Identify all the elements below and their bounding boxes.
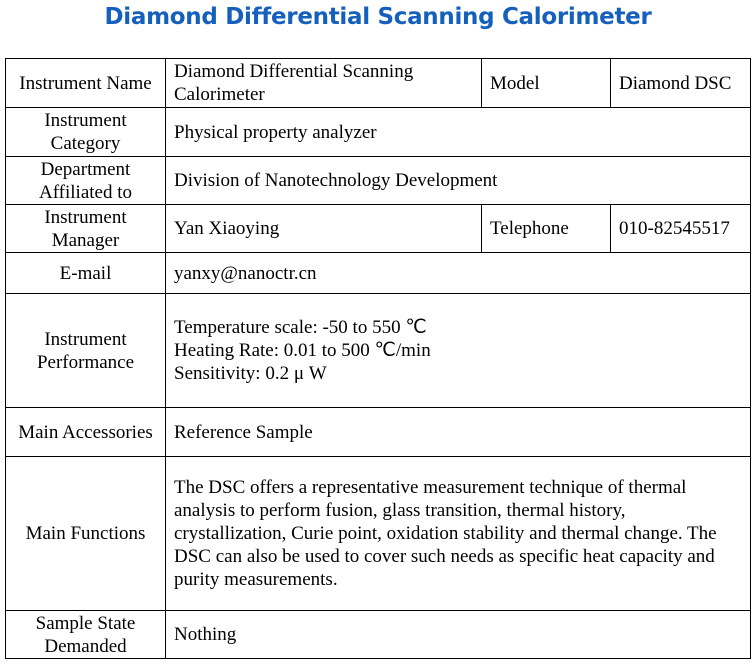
performance-line: Heating Rate: 0.01 to 500 ℃/min [174, 340, 431, 361]
email-value[interactable]: yanxy@nanoctr.cn [165, 252, 751, 294]
category-value: Physical property analyzer [165, 107, 751, 157]
table-row: Main Functions The DSC offers a represen… [5, 456, 751, 611]
instrument-info-table: Instrument Name Diamond Differential Sca… [5, 58, 751, 659]
functions-label: Main Functions [5, 456, 166, 611]
table-row: Instrument Category Physical property an… [5, 107, 751, 157]
performance-line: Temperature scale: -50 to 550 ℃ [174, 317, 427, 338]
sample-value: Nothing [165, 610, 751, 659]
model-value: Diamond DSC [610, 58, 751, 108]
email-label: E-mail [5, 252, 166, 294]
department-label: Department Affiliated to [5, 156, 166, 205]
table-row: Instrument Name Diamond Differential Sca… [5, 58, 751, 108]
performance-label: Instrument Performance [5, 293, 166, 408]
manager-value: Yan Xiaoying [165, 204, 482, 253]
department-value: Division of Nanotechnology Development [165, 156, 751, 205]
sample-label: Sample State Demanded [5, 610, 166, 659]
instrument-name-label: Instrument Name [5, 58, 166, 108]
table-row: Instrument Performance Temperature scale… [5, 293, 751, 408]
page-title: Diamond Differential Scanning Calorimete… [104, 4, 652, 30]
table-row: Main Accessories Reference Sample [5, 407, 751, 457]
manager-label: Instrument Manager [5, 204, 166, 253]
accessories-value: Reference Sample [165, 407, 751, 457]
instrument-name-value: Diamond Differential Scanning Calorimete… [165, 58, 482, 108]
category-label: Instrument Category [5, 107, 166, 157]
functions-value: The DSC offers a representative measurem… [165, 456, 751, 611]
model-label: Model [481, 58, 611, 108]
performance-line: Sensitivity: 0.2 μ W [174, 363, 327, 384]
performance-value: Temperature scale: -50 to 550 ℃ Heating … [165, 293, 751, 408]
table-row: Instrument Manager Yan Xiaoying Telephon… [5, 204, 751, 253]
table-row: Sample State Demanded Nothing [5, 610, 751, 659]
table-row: Department Affiliated to Division of Nan… [5, 156, 751, 205]
telephone-value: 010-82545517 [610, 204, 751, 253]
telephone-label: Telephone [481, 204, 611, 253]
table-row: E-mail yanxy@nanoctr.cn [5, 252, 751, 294]
accessories-label: Main Accessories [5, 407, 166, 457]
